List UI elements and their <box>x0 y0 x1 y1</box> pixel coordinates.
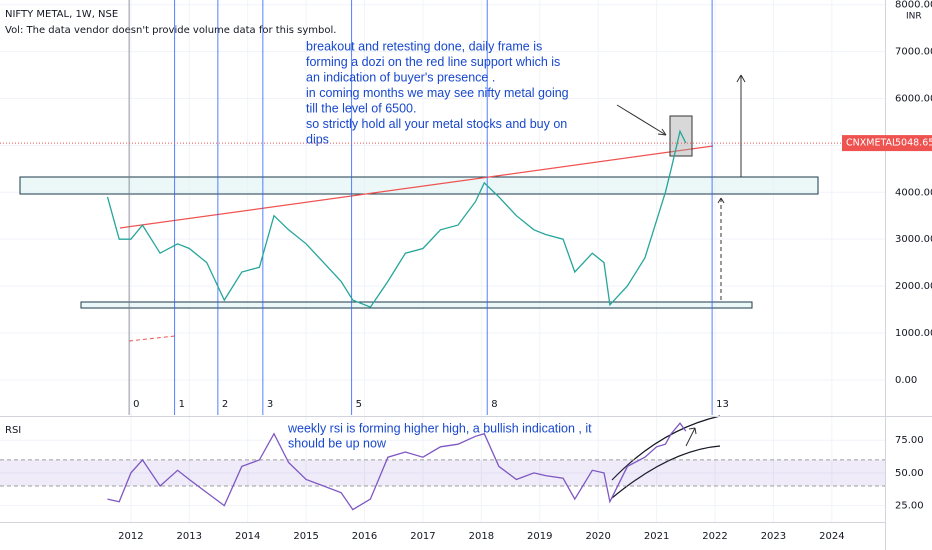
x-tick-label: 2012 <box>118 531 143 542</box>
fib-zone-label: 5 <box>356 399 362 410</box>
rsi-band <box>0 459 885 487</box>
trendline <box>119 145 714 229</box>
y-tick-label: 8000.00 <box>895 0 932 11</box>
x-tick-label: 2017 <box>410 531 435 542</box>
y-tick-label: 4000.00 <box>895 187 932 198</box>
annotation-line: forming a dozi on the red line support w… <box>306 55 560 69</box>
rsi-upper-curve <box>611 415 721 481</box>
x-tick-label: 2021 <box>644 531 669 542</box>
support-zone <box>80 301 753 309</box>
fib-zone-label: 0 <box>133 399 139 410</box>
last-price-tag-bg <box>842 135 932 152</box>
y-tick-label: 75.00 <box>895 435 924 446</box>
volume-note: Vol: The data vendor doesn't provide vol… <box>5 25 336 36</box>
y-tick-label: 6000.00 <box>895 93 932 104</box>
pointer-arrow-head <box>657 128 667 136</box>
annotation-line: in coming months we may see nifty metal … <box>306 86 569 100</box>
y-tick-label: 1000.00 <box>895 328 932 339</box>
rsi-title: RSI <box>5 425 21 436</box>
series-line <box>106 129 687 308</box>
x-tick-label: 2018 <box>469 531 494 542</box>
x-tick-label: 2013 <box>177 531 202 542</box>
last-price-value: 5048.65 <box>895 138 932 149</box>
rsi-annotation-line: should be up now <box>288 436 387 450</box>
y-tick-label: 2000.00 <box>895 281 932 292</box>
annotation-line: breakout and retesting done, daily frame… <box>306 39 542 53</box>
annotation-line: till the level of 6500. <box>306 101 417 115</box>
fib-zone-label: 1 <box>179 399 185 410</box>
x-tick-label: 2023 <box>761 531 786 542</box>
rsi-lower-curve <box>611 445 721 499</box>
highlight-box <box>669 115 693 157</box>
x-tick-label: 2019 <box>527 531 552 542</box>
y-tick-label: 50.00 <box>895 468 924 479</box>
x-tick-label: 2016 <box>352 531 377 542</box>
x-tick-label: 2015 <box>293 531 318 542</box>
y-tick-label: 3000.00 <box>895 234 932 245</box>
x-tick-label: 2020 <box>585 531 610 542</box>
symbol-title: NIFTY METAL, 1W, NSE <box>5 9 118 20</box>
rsi-annotation-line: weekly rsi is forming higher high, a bul… <box>287 421 592 435</box>
annotation-line: dips <box>306 132 329 146</box>
series-line <box>107 422 687 511</box>
fib-zone-label: 3 <box>267 399 273 410</box>
x-tick-label: 2024 <box>819 531 844 542</box>
pointer-arrow <box>616 104 667 136</box>
resistance-zone <box>19 176 819 195</box>
rsi-arrow <box>685 427 697 447</box>
target-arrow-head <box>736 74 746 83</box>
y-tick-label: 7000.00 <box>895 47 932 58</box>
x-tick-label: 2014 <box>235 531 260 542</box>
last-price-name: CNXMETAL <box>846 138 898 149</box>
currency: INR <box>906 12 922 22</box>
y-tick-label: 0.00 <box>895 375 917 386</box>
y-tick-label: 25.00 <box>895 501 924 512</box>
measure-arrow-head <box>717 197 725 204</box>
annotation-line: an indication of buyer's presence . <box>306 70 495 84</box>
x-tick-label: 2022 <box>702 531 727 542</box>
fib-zone-label: 2 <box>222 399 228 410</box>
dashed-line <box>128 335 176 342</box>
fib-zone-label: 13 <box>716 399 729 410</box>
fib-zone-label: 8 <box>491 399 497 410</box>
grid <box>0 0 885 522</box>
annotation-line: so strictly hold all your metal stocks a… <box>306 117 567 131</box>
